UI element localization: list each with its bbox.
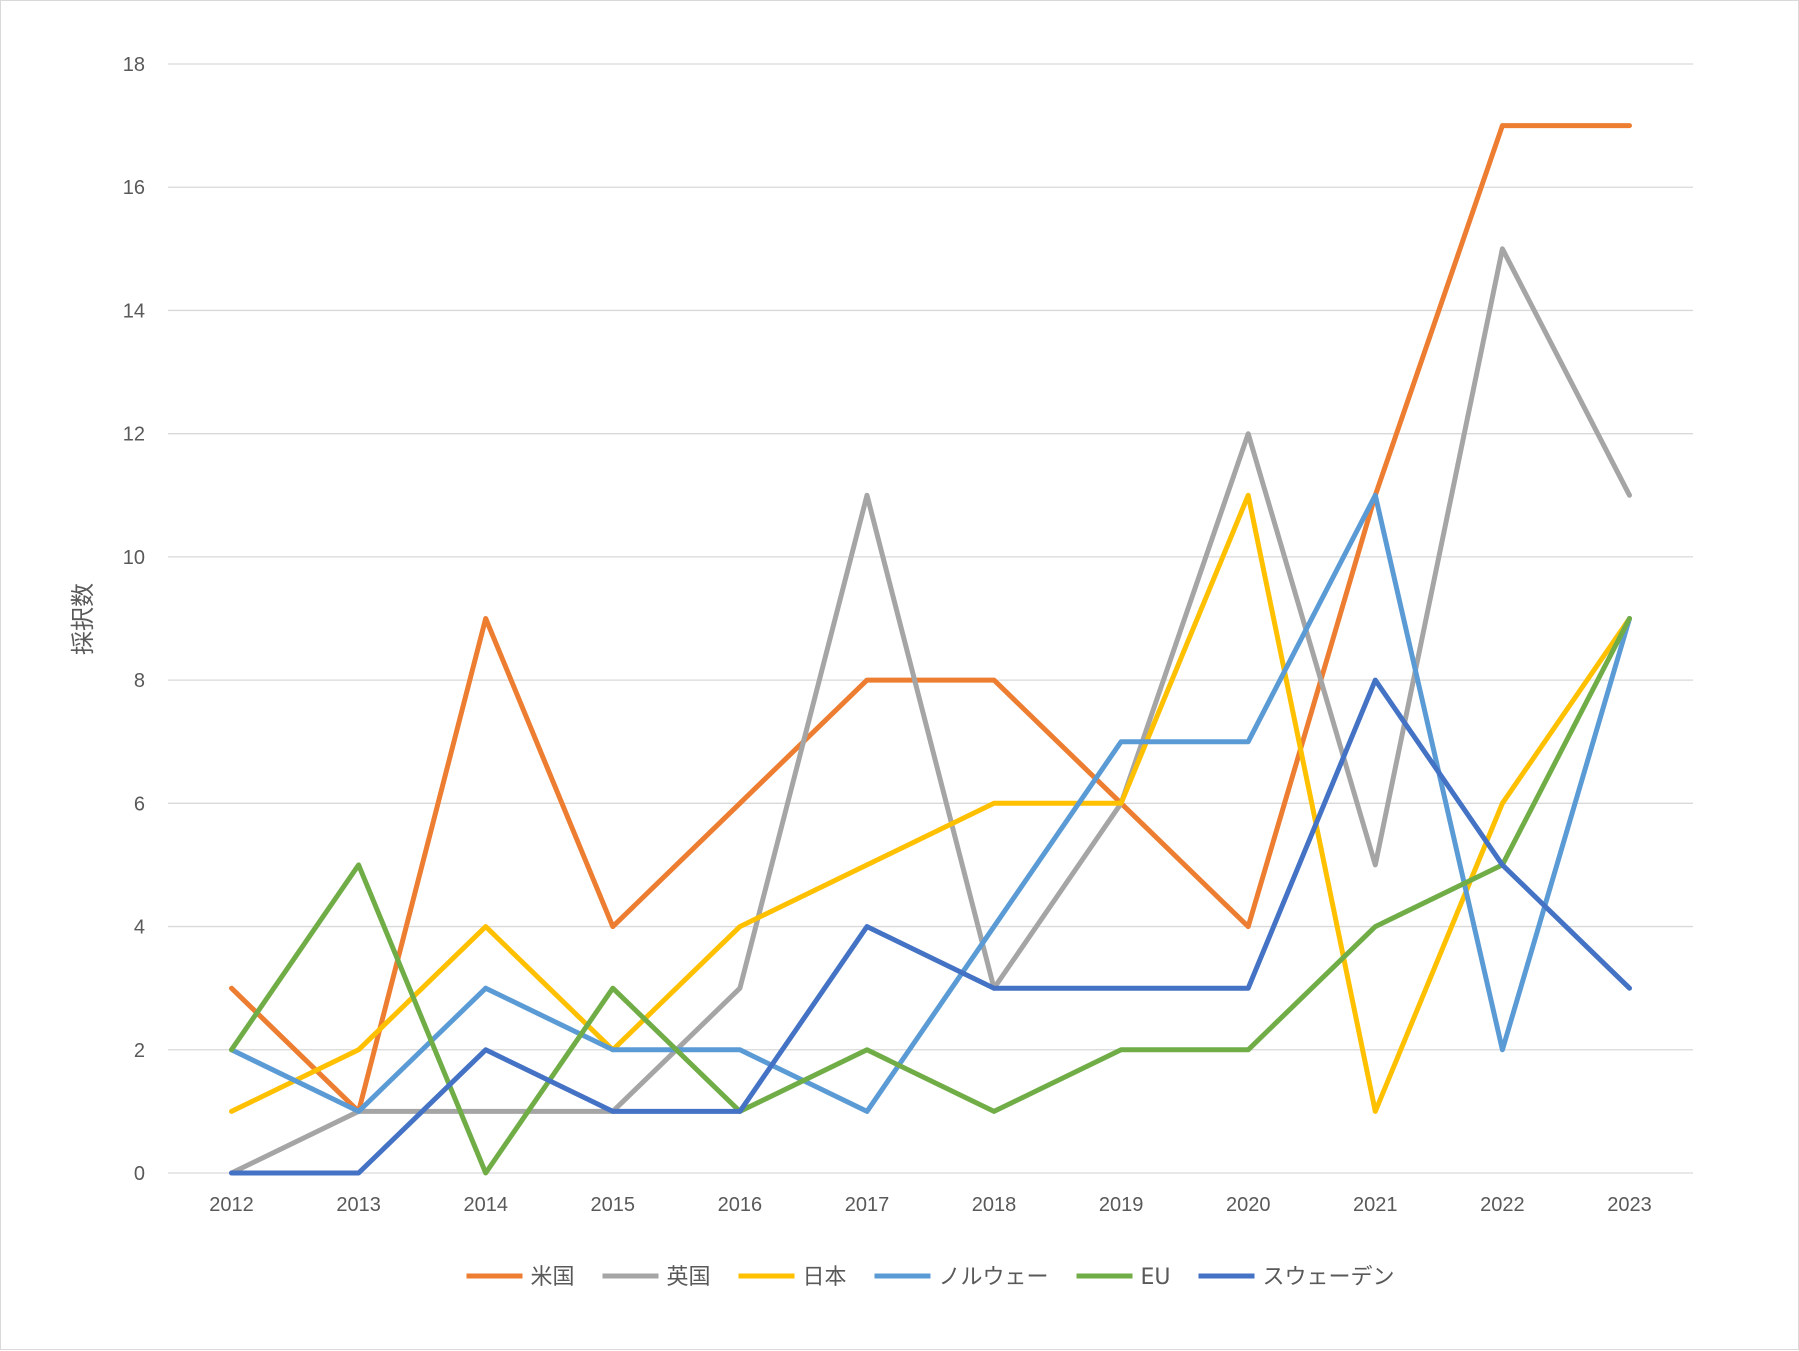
legend-label: 米国 — [531, 1265, 575, 1290]
legend-label: 日本 — [803, 1265, 847, 1290]
x-tick-label: 2023 — [1607, 1194, 1652, 1216]
legend-label: EU — [1141, 1265, 1171, 1290]
x-tick-label: 2015 — [591, 1194, 636, 1216]
legend-item: 英国 — [602, 1265, 711, 1290]
legend-item: EU — [1076, 1265, 1171, 1290]
legend-label: スウェーデン — [1263, 1265, 1395, 1290]
legend-item: 日本 — [738, 1265, 847, 1290]
y-tick-label: 6 — [134, 793, 145, 815]
series-line-4 — [229, 616, 1632, 1176]
x-tick-label: 2014 — [463, 1194, 508, 1216]
legend-item: 米国 — [466, 1265, 575, 1290]
x-tick-label: 2012 — [209, 1194, 254, 1216]
series-line-0 — [229, 123, 1632, 1114]
y-tick-label: 14 — [123, 300, 145, 322]
legend: 米国 英国 日本 ノルウェー EU スウェーデン — [466, 1265, 1395, 1290]
x-tick-label: 2013 — [336, 1194, 381, 1216]
y-tick-label: 12 — [123, 424, 145, 446]
y-tick-label: 10 — [123, 547, 145, 569]
x-tick-label: 2022 — [1480, 1194, 1525, 1216]
series-lines — [229, 123, 1632, 1176]
series-line-3 — [229, 492, 1632, 1114]
legend-label: 英国 — [667, 1265, 711, 1290]
legend-label: ノルウェー — [939, 1265, 1049, 1290]
y-tick-label: 8 — [134, 670, 145, 692]
x-tick-label: 2016 — [718, 1194, 763, 1216]
y-axis-label: 採択数 — [69, 583, 97, 655]
x-axis-ticks: 2012 2013 2014 2015 2016 2017 2018 2019 2020 2021… — [209, 1194, 1651, 1216]
x-tick-label: 2019 — [1099, 1194, 1144, 1216]
x-tick-label: 2021 — [1353, 1194, 1398, 1216]
series-line-1 — [229, 246, 1632, 1176]
y-tick-label: 16 — [123, 177, 145, 199]
y-axis-ticks: 0 2 4 6 8 10 12 14 16 18 — [123, 54, 145, 1185]
series-line-2 — [229, 492, 1632, 1114]
y-tick-label: 18 — [123, 54, 145, 76]
x-tick-label: 2017 — [845, 1194, 890, 1216]
series-line-5 — [229, 677, 1632, 1176]
y-tick-label: 2 — [134, 1040, 145, 1062]
x-tick-label: 2020 — [1226, 1194, 1271, 1216]
x-tick-label: 2018 — [972, 1194, 1017, 1216]
legend-item: スウェーデン — [1198, 1265, 1395, 1290]
y-tick-label: 0 — [134, 1163, 145, 1185]
y-tick-label: 4 — [134, 917, 145, 939]
legend-item: ノルウェー — [874, 1265, 1049, 1290]
